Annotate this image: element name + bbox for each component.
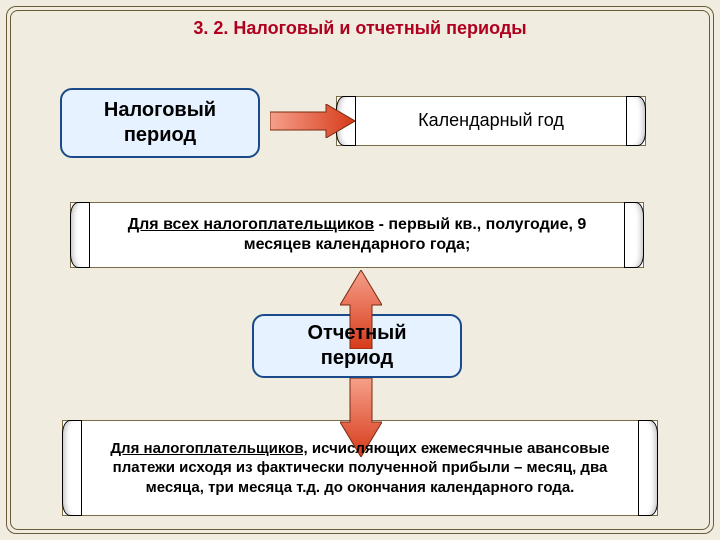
arrow-a1 [270,104,355,138]
node-tax_period: Налоговыйпериод [60,88,260,158]
page-title: 3. 2. Налоговый и отчетный периоды [0,18,720,39]
node-cal_year: Календарный год [336,96,646,146]
node-all_tax: Для всех налогоплательщиков - первый кв.… [70,202,644,268]
node-report_period: Отчетныйпериод [252,314,462,378]
